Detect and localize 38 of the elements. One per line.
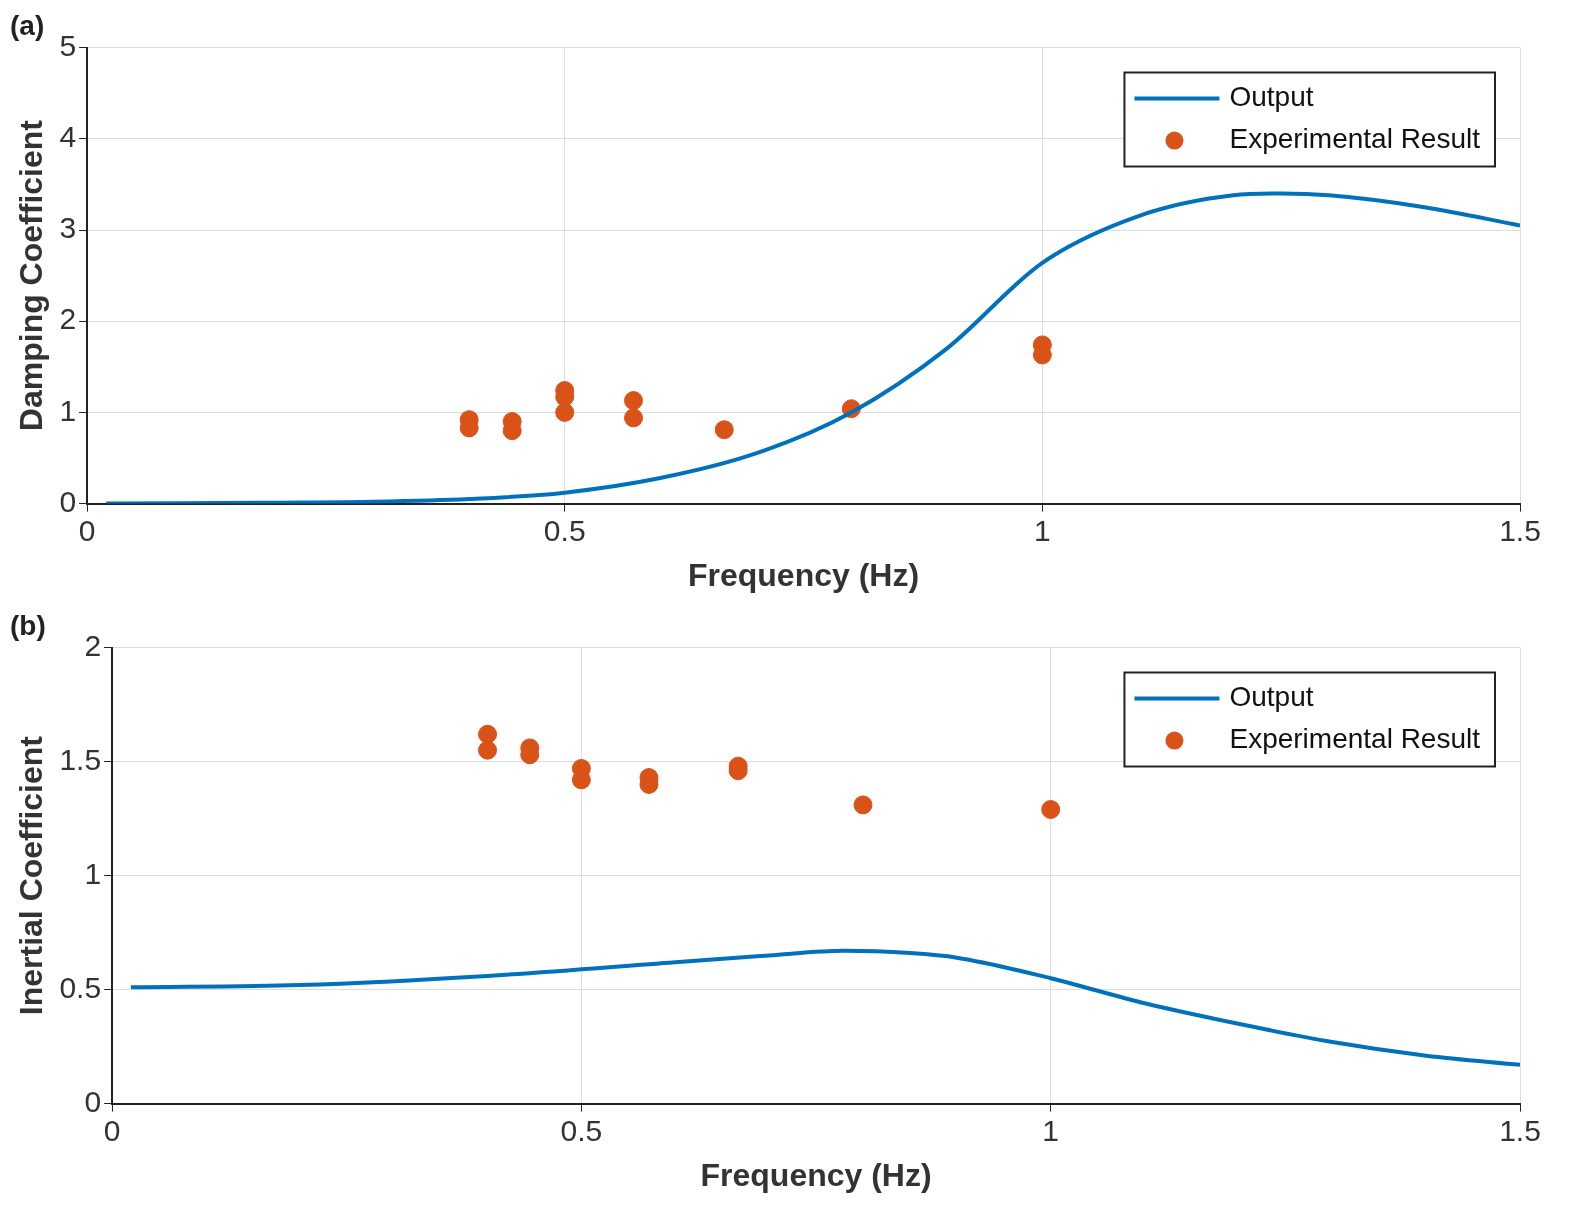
y-tick-label: 2 <box>84 628 102 662</box>
legend-label: Output <box>1229 81 1314 113</box>
x-axis-title: Frequency (Hz) <box>687 556 920 593</box>
y-tick-label: 4 <box>59 120 77 154</box>
point <box>478 740 498 760</box>
x-axis-title: Frequency (Hz) <box>700 1156 932 1193</box>
x-tick-label: 0.5 <box>543 513 586 547</box>
line-series <box>128 948 1520 1067</box>
point <box>555 402 575 422</box>
chart-title: (b) <box>10 609 46 641</box>
y-tick-label: 0 <box>84 1084 102 1118</box>
point <box>624 408 643 428</box>
point <box>571 770 591 790</box>
y-tick-label: 1 <box>59 393 77 427</box>
line-series <box>104 191 1520 504</box>
point <box>478 724 498 744</box>
x-tick-label: 0.5 <box>560 1113 603 1147</box>
y-tick-label: 2 <box>59 302 77 336</box>
y-tick-label: 5 <box>59 28 77 62</box>
x-tick-label: 1 <box>1042 1113 1060 1147</box>
point <box>1041 799 1061 819</box>
point <box>624 391 643 411</box>
y-axis-title: Damping Coefficient <box>13 119 50 432</box>
x-tick-label: 1.5 <box>1499 513 1541 547</box>
y-tick-label: 3 <box>59 211 77 245</box>
legend-label: Output <box>1229 681 1314 713</box>
legend-label: Experimental Result <box>1229 123 1481 155</box>
legend-label: Experimental Result <box>1229 723 1481 755</box>
y-tick-label: 1 <box>84 856 102 890</box>
chart-title: (a) <box>10 9 45 41</box>
y-tick-label: 0 <box>59 484 77 518</box>
y-tick-label: 1.5 <box>59 742 102 776</box>
y-axis-title: Inertial Coefficient <box>13 735 50 1016</box>
y-tick-label: 0.5 <box>59 970 102 1004</box>
point <box>714 420 734 440</box>
x-tick-label: 1.5 <box>1499 1113 1541 1147</box>
x-tick-label: 1 <box>1034 513 1051 547</box>
point <box>853 795 873 815</box>
